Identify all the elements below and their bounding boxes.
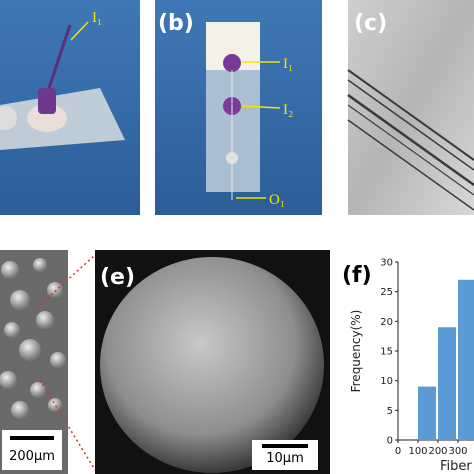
y-tick-label: 20 bbox=[380, 317, 393, 328]
panel-label: (e) bbox=[100, 265, 135, 290]
zoom-lines bbox=[39, 254, 96, 471]
panel-b: (b) I₁ I₂ O₁ bbox=[155, 0, 322, 215]
y-tick-label: 30 bbox=[380, 258, 393, 269]
y-tick-label: 5 bbox=[387, 406, 393, 417]
y-tick-label: 10 bbox=[380, 376, 393, 387]
x-tick-label: 100 bbox=[408, 446, 427, 457]
panel-label: (f) bbox=[342, 263, 372, 288]
panel-label: (c) bbox=[354, 11, 387, 36]
annotation: I₁ bbox=[283, 56, 293, 72]
y-tick-label: 15 bbox=[380, 347, 393, 358]
annotation: I₂ bbox=[283, 102, 293, 118]
x-tick-label: 300 bbox=[448, 446, 467, 457]
bar bbox=[458, 279, 474, 440]
bar bbox=[438, 327, 456, 440]
scale-bar-label: 200μm bbox=[9, 449, 55, 464]
x-tick-label: 0 bbox=[395, 446, 401, 457]
y-tick-label: 25 bbox=[380, 287, 393, 298]
panel-d: 200μm bbox=[0, 250, 68, 474]
x-tick-label: 200 bbox=[428, 446, 447, 457]
panel-a: I₁ bbox=[0, 0, 140, 215]
panel-e: 10μm (e) bbox=[95, 250, 330, 474]
y-tick-label: 0 bbox=[387, 436, 393, 447]
bar bbox=[418, 386, 436, 440]
y-axis-label: Frequency(%) bbox=[349, 310, 363, 393]
panel-label: (b) bbox=[158, 11, 194, 36]
scale-bar-label: 10μm bbox=[266, 451, 303, 466]
panel-c: (c) bbox=[347, 0, 474, 215]
x-axis-label: Fiber bbox=[440, 459, 472, 474]
annotation: O₁ bbox=[269, 192, 285, 208]
annotation: I₁ bbox=[92, 10, 102, 26]
